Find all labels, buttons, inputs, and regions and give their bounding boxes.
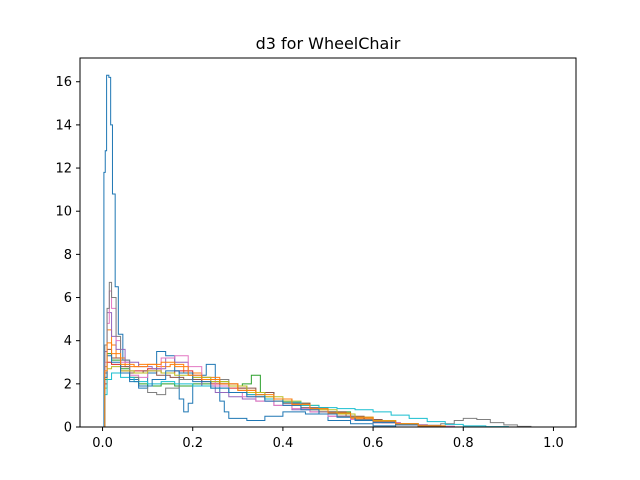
y-tick-label: 8	[64, 248, 72, 263]
plot-area-frame	[79, 57, 577, 428]
y-tick-label: 12	[55, 162, 72, 177]
x-tick-label: 0.0	[92, 436, 113, 451]
tick-layer: 0.0 0.2 0.4 0.6 0.8 1.0 0 2 4 6 8 10 12 14 16	[55, 75, 563, 451]
y-tick-label: 16	[55, 75, 72, 90]
series-layer	[102, 74, 532, 428]
series-12-histogram	[102, 342, 446, 428]
x-tick-label: 1.0	[543, 436, 564, 451]
x-tick-label: 0.2	[182, 436, 203, 451]
y-tick-label: 6	[64, 291, 72, 306]
series-1-histogram	[102, 74, 397, 428]
y-tick-label: 10	[55, 205, 72, 220]
chart-title: d3 for WheelChair	[256, 34, 401, 53]
x-tick-label: 0.6	[363, 436, 384, 451]
x-tick-label: 0.4	[273, 436, 294, 451]
y-tick-label: 4	[64, 334, 72, 349]
y-tick-label: 14	[55, 118, 72, 133]
y-tick-label: 2	[64, 377, 72, 392]
series-11-histogram	[102, 355, 446, 428]
y-tick-label: 0	[64, 421, 72, 436]
x-tick-label: 0.8	[453, 436, 474, 451]
